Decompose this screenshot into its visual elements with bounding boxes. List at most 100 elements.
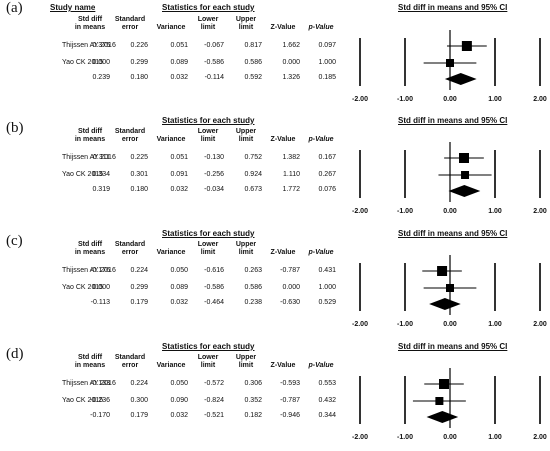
ci-title: Std diff in means and 95% CI bbox=[398, 3, 508, 12]
column-header-line1 bbox=[154, 128, 188, 136]
axis-tick-label: -2.00 bbox=[352, 321, 368, 328]
summary-diamond bbox=[448, 185, 481, 197]
table-cell: 0.000 bbox=[92, 59, 110, 66]
table-cell: 0.432 bbox=[318, 397, 336, 404]
axis-tick-label: 2.00 bbox=[533, 208, 547, 215]
table-cell: 0.817 bbox=[244, 42, 262, 49]
column-header-line2: limit bbox=[200, 362, 216, 369]
column-header-line1 bbox=[154, 241, 188, 249]
column-header: Z-Value bbox=[266, 16, 300, 32]
column-header: Std diff in means bbox=[70, 16, 110, 32]
table-cell: 0.752 bbox=[244, 154, 262, 161]
column-header: Z-Value bbox=[266, 354, 300, 370]
point-estimate-square bbox=[439, 379, 450, 389]
column-header-line2: in means bbox=[74, 24, 106, 31]
stats-title: Statistics for each study bbox=[162, 3, 255, 12]
column-header-line2: Z-Value bbox=[270, 24, 296, 31]
ci-title: Std diff in means and 95% CI bbox=[398, 342, 508, 351]
column-header: Upper limit bbox=[230, 354, 262, 370]
summary-cell: -0.630 bbox=[280, 299, 300, 306]
column-header: Z-Value bbox=[266, 128, 300, 144]
summary-cell: 0.032 bbox=[170, 412, 188, 419]
axis-tick-label: -2.00 bbox=[352, 96, 368, 103]
column-header-line1 bbox=[306, 16, 336, 24]
column-header-line2: Z-Value bbox=[270, 362, 296, 369]
stats-title: Statistics for each study bbox=[162, 116, 255, 125]
table-cell: -0.616 bbox=[204, 267, 224, 274]
table-cell: 0.431 bbox=[318, 267, 336, 274]
column-header-line1 bbox=[154, 16, 188, 24]
summary-cell: -0.170 bbox=[90, 412, 110, 419]
summary-cell: 0.032 bbox=[170, 186, 188, 193]
summary-cell: 0.180 bbox=[130, 74, 148, 81]
table-cell: 0.306 bbox=[244, 380, 262, 387]
study-name: Thijssen AY 2016 bbox=[62, 42, 116, 49]
forest-panel: (a) Study name Statistics for each study St… bbox=[0, 0, 550, 112]
table-cell: 0.000 bbox=[92, 284, 110, 291]
column-header-line1: Upper bbox=[235, 16, 257, 23]
column-header: p-Value bbox=[306, 241, 336, 257]
table-cell: -0.586 bbox=[204, 59, 224, 66]
stats-title: Statistics for each study bbox=[162, 342, 255, 351]
axis-tick-label: 0.00 bbox=[443, 96, 457, 103]
column-header: Lower limit bbox=[192, 16, 224, 32]
column-header-line2: Z-Value bbox=[270, 136, 296, 143]
column-header: Standard error bbox=[112, 354, 148, 370]
table-cell: 0.089 bbox=[170, 284, 188, 291]
table-cell: 0.267 bbox=[318, 171, 336, 178]
column-header-line2: Z-Value bbox=[270, 249, 296, 256]
point-estimate-square bbox=[458, 153, 469, 163]
column-header-line2: error bbox=[121, 136, 139, 143]
column-header-line2: Variance bbox=[156, 249, 186, 256]
summary-cell: 1.772 bbox=[282, 186, 300, 193]
column-header-line2: Variance bbox=[156, 136, 186, 143]
column-header-line1 bbox=[266, 241, 300, 249]
axis-tick-label: 1.00 bbox=[488, 434, 502, 441]
column-header-line1: Std diff bbox=[77, 354, 103, 361]
table-cell: -0.236 bbox=[90, 397, 110, 404]
column-header: Variance bbox=[154, 241, 188, 257]
axis-tick-label: -1.00 bbox=[397, 434, 413, 441]
column-header-line2: Variance bbox=[156, 24, 186, 31]
axis-tick-label: -1.00 bbox=[397, 208, 413, 215]
table-cell: 0.352 bbox=[244, 397, 262, 404]
column-header: Lower limit bbox=[192, 128, 224, 144]
column-header: Upper limit bbox=[230, 128, 262, 144]
column-header-line1: Upper bbox=[235, 128, 257, 135]
table-cell: 1.000 bbox=[318, 284, 336, 291]
column-header-line2: p-Value bbox=[308, 136, 334, 143]
ci-title: Std diff in means and 95% CI bbox=[398, 229, 508, 238]
summary-cell: 0.529 bbox=[318, 299, 336, 306]
column-header: Z-Value bbox=[266, 241, 300, 257]
column-header: Standard error bbox=[112, 241, 148, 257]
table-cell: 0.300 bbox=[130, 397, 148, 404]
summary-cell: 0.185 bbox=[318, 74, 336, 81]
column-header-line2: limit bbox=[238, 24, 254, 31]
table-cell: -0.133 bbox=[90, 380, 110, 387]
column-header-line1 bbox=[306, 241, 336, 249]
column-header-line2: limit bbox=[238, 249, 254, 256]
point-estimate-square bbox=[437, 266, 448, 276]
point-estimate-square bbox=[461, 41, 472, 51]
column-header-line2: p-Value bbox=[308, 249, 334, 256]
axis-tick-label: 0.00 bbox=[443, 321, 457, 328]
forest-plot bbox=[359, 142, 541, 202]
forest-plot bbox=[359, 368, 541, 428]
study-name: Yao CK 2015 bbox=[62, 59, 104, 66]
axis-tick-label: 2.00 bbox=[533, 434, 547, 441]
summary-cell: 0.239 bbox=[92, 74, 110, 81]
summary-cell: 0.032 bbox=[170, 74, 188, 81]
summary-cell: 0.319 bbox=[92, 186, 110, 193]
summary-cell: 1.326 bbox=[282, 74, 300, 81]
column-header-line1 bbox=[154, 354, 188, 362]
column-header-line1: Std diff bbox=[77, 128, 103, 135]
table-cell: 0.090 bbox=[170, 397, 188, 404]
column-header: Variance bbox=[154, 128, 188, 144]
summary-cell: 0.179 bbox=[130, 299, 148, 306]
summary-cell: 0.344 bbox=[318, 412, 336, 419]
column-header-line2: limit bbox=[200, 136, 216, 143]
axis-tick-label: 0.00 bbox=[443, 434, 457, 441]
table-cell: -0.176 bbox=[90, 267, 110, 274]
column-header-line1 bbox=[266, 16, 300, 24]
axis-tick-label: -2.00 bbox=[352, 434, 368, 441]
